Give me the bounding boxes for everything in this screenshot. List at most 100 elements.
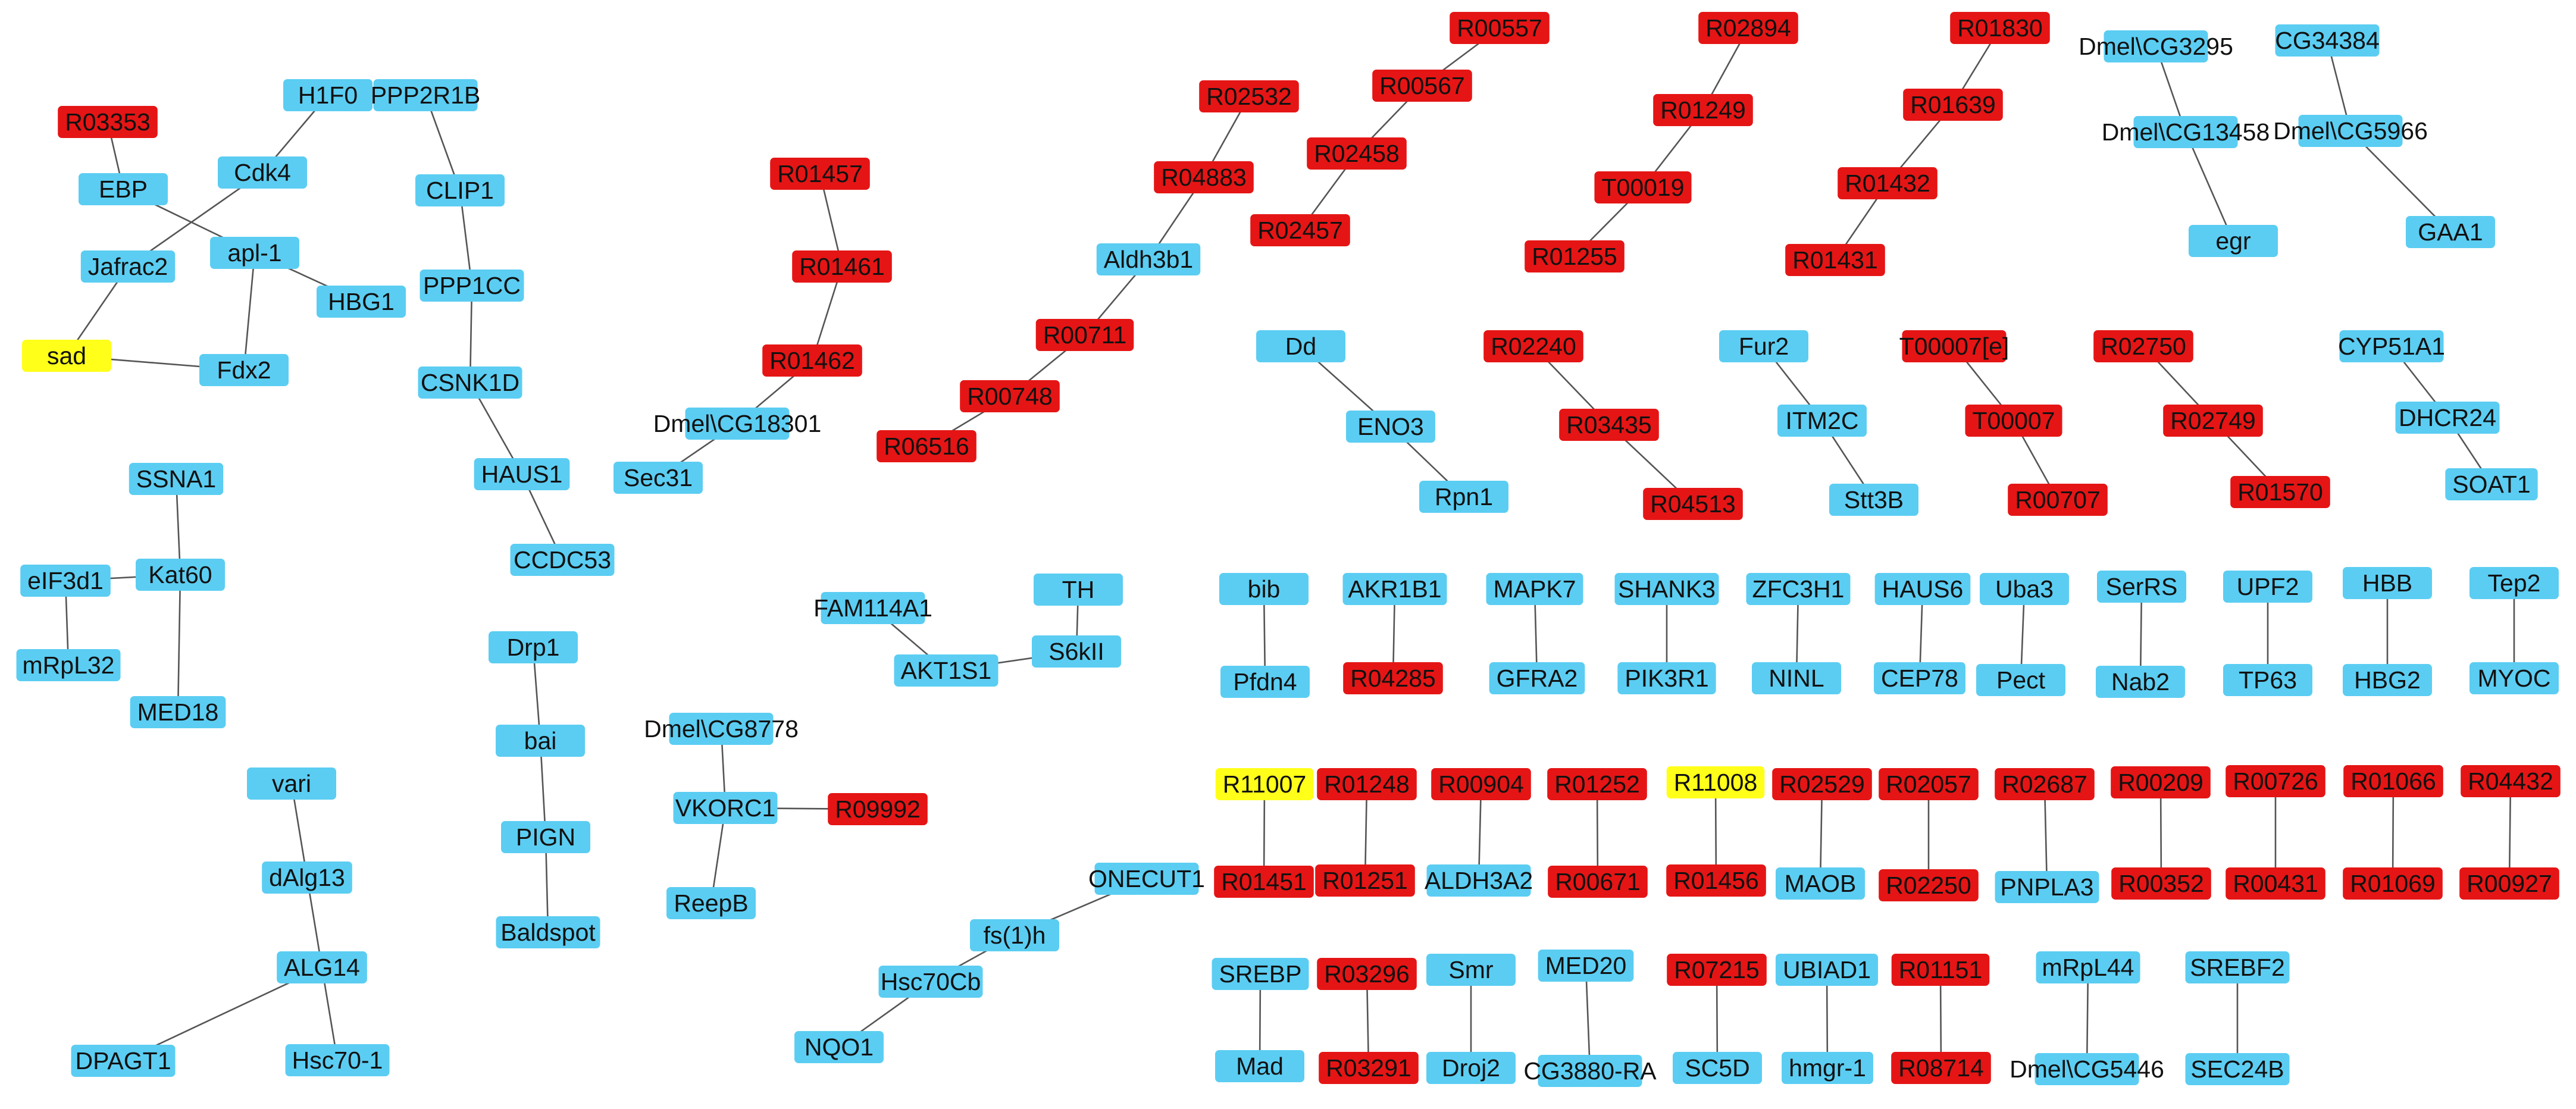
node-jafrac2[interactable]: Jafrac2 <box>80 250 176 283</box>
node-r02750[interactable]: R02750 <box>2093 330 2193 362</box>
node-r08714[interactable]: R08714 <box>1891 1052 1991 1084</box>
node-r00431[interactable]: R00431 <box>2226 867 2325 900</box>
node-dd[interactable]: Dd <box>1256 330 1345 362</box>
node-dmel-cg5966[interactable]: Dmel\CG5966 <box>2273 115 2428 147</box>
node-dmel-cg13458[interactable]: Dmel\CG13458 <box>2102 116 2270 148</box>
node-dmel-cg8778[interactable]: Dmel\CG8778 <box>644 713 799 745</box>
node-ninl[interactable]: NINL <box>1752 662 1841 694</box>
node-eno3[interactable]: ENO3 <box>1346 411 1435 443</box>
node-nqo1[interactable]: NQO1 <box>794 1031 884 1063</box>
node-r01461[interactable]: R01461 <box>792 250 892 283</box>
node-r02240[interactable]: R02240 <box>1483 330 1583 362</box>
node-hbg1[interactable]: HBG1 <box>317 286 406 318</box>
node-sc5d[interactable]: SC5D <box>1673 1052 1762 1084</box>
node-r00904[interactable]: R00904 <box>1431 768 1531 800</box>
node-r02749[interactable]: R02749 <box>2163 405 2263 437</box>
node-upf2[interactable]: UPF2 <box>2223 571 2312 603</box>
node-akt1s1[interactable]: AKT1S1 <box>894 654 999 687</box>
node-vari[interactable]: vari <box>247 767 336 800</box>
node-r03291[interactable]: R03291 <box>1319 1052 1419 1084</box>
node-t00019[interactable]: T00019 <box>1594 171 1692 203</box>
node-fur2[interactable]: Fur2 <box>1719 330 1808 362</box>
node-pfdn4[interactable]: Pfdn4 <box>1220 666 1310 698</box>
node-r11007[interactable]: R11007 <box>1215 768 1314 800</box>
node-r01248[interactable]: R01248 <box>1317 768 1417 800</box>
node-myoc[interactable]: MYOC <box>2469 662 2559 694</box>
node-r02250[interactable]: R02250 <box>1879 869 1979 901</box>
node-s6kii[interactable]: S6kII <box>1032 635 1121 668</box>
node-r02532[interactable]: R02532 <box>1199 80 1299 112</box>
node-ppp2r1b[interactable]: PPP2R1B <box>371 79 481 111</box>
node-ssna1[interactable]: SSNA1 <box>129 463 224 495</box>
node-r00557[interactable]: R00557 <box>1450 12 1550 44</box>
node-r01255[interactable]: R01255 <box>1525 240 1625 272</box>
node-srebf2[interactable]: SREBF2 <box>2185 951 2290 983</box>
node-r01066[interactable]: R01066 <box>2343 765 2443 797</box>
node-haus6[interactable]: HAUS6 <box>1874 573 1971 605</box>
node-r00352[interactable]: R00352 <box>2111 867 2211 900</box>
node-sec31[interactable]: Sec31 <box>614 462 703 494</box>
node-cg3880-ra[interactable]: CG3880-RA <box>1523 1055 1657 1087</box>
node-kat60[interactable]: Kat60 <box>136 559 225 591</box>
node-dmel-cg5446[interactable]: Dmel\CG5446 <box>2010 1053 2164 1085</box>
node-r00927[interactable]: R00927 <box>2459 867 2559 900</box>
node-r00726[interactable]: R00726 <box>2226 765 2325 797</box>
node-aldh3b1[interactable]: Aldh3b1 <box>1096 243 1201 275</box>
node-dhcr24[interactable]: DHCR24 <box>2395 402 2500 434</box>
node-r04883[interactable]: R04883 <box>1154 161 1254 193</box>
node-med18[interactable]: MED18 <box>130 696 226 728</box>
node-sec24b[interactable]: SEC24B <box>2185 1053 2290 1085</box>
node-dpagt1[interactable]: DPAGT1 <box>71 1045 176 1077</box>
node-r01151[interactable]: R01151 <box>1891 954 1990 986</box>
node-r02529[interactable]: R02529 <box>1772 768 1872 800</box>
node-gfra2[interactable]: GFRA2 <box>1489 662 1585 694</box>
node-cdk4[interactable]: Cdk4 <box>218 156 307 189</box>
node-med20[interactable]: MED20 <box>1538 950 1634 982</box>
node-maob[interactable]: MAOB <box>1776 867 1865 900</box>
node-stt3b[interactable]: Stt3B <box>1829 484 1918 516</box>
node-r00707[interactable]: R00707 <box>2008 484 2108 516</box>
node-akr1b1[interactable]: AKR1B1 <box>1342 573 1447 605</box>
node-uba3[interactable]: Uba3 <box>1980 573 2069 605</box>
node-hbg2[interactable]: HBG2 <box>2343 664 2432 696</box>
node-r01570[interactable]: R01570 <box>2230 476 2330 508</box>
node-srebp[interactable]: SREBP <box>1212 958 1309 990</box>
node-cg34384[interactable]: CG34384 <box>2275 24 2380 57</box>
node-apl-1[interactable]: apl-1 <box>210 237 299 269</box>
node-droj2[interactable]: Droj2 <box>1426 1052 1516 1084</box>
node-mapk7[interactable]: MAPK7 <box>1486 573 1583 605</box>
node-rpn1[interactable]: Rpn1 <box>1419 481 1508 513</box>
node-r06516[interactable]: R06516 <box>877 430 976 462</box>
node-t00007-e[interactable]: T00007[e] <box>1899 330 2010 362</box>
node-soat1[interactable]: SOAT1 <box>2445 468 2538 500</box>
node-r01069[interactable]: R01069 <box>2343 867 2443 900</box>
node-alg14[interactable]: ALG14 <box>277 951 367 983</box>
node-gaa1[interactable]: GAA1 <box>2406 216 2495 248</box>
node-r01456[interactable]: R01456 <box>1666 864 1766 897</box>
node-onecut1[interactable]: ONECUT1 <box>1088 863 1205 895</box>
node-r01462[interactable]: R01462 <box>762 344 862 377</box>
node-mad[interactable]: Mad <box>1215 1050 1304 1082</box>
node-mrpl44[interactable]: mRpL44 <box>2036 951 2140 983</box>
node-ppp1cc[interactable]: PPP1CC <box>420 270 524 302</box>
node-smr[interactable]: Smr <box>1426 954 1516 986</box>
node-r03435[interactable]: R03435 <box>1559 409 1659 441</box>
node-ebp[interactable]: EBP <box>79 173 168 205</box>
node-csnk1d[interactable]: CSNK1D <box>418 366 522 399</box>
node-r01252[interactable]: R01252 <box>1547 768 1647 800</box>
node-tep2[interactable]: Tep2 <box>2469 567 2559 599</box>
node-vkorc1[interactable]: VKORC1 <box>673 792 778 824</box>
node-r00567[interactable]: R00567 <box>1372 70 1472 102</box>
node-cyp51a1[interactable]: CYP51A1 <box>2338 330 2445 362</box>
node-r00671[interactable]: R00671 <box>1548 866 1648 898</box>
node-reepb[interactable]: ReepB <box>666 887 756 919</box>
node-r01432[interactable]: R01432 <box>1838 167 1938 199</box>
node-fam114a1[interactable]: FAM114A1 <box>813 592 932 624</box>
node-dalg13[interactable]: dAlg13 <box>262 861 352 894</box>
node-pik3r1[interactable]: PIK3R1 <box>1617 662 1716 694</box>
node-r03353[interactable]: R03353 <box>58 106 158 138</box>
node-hbb[interactable]: HBB <box>2343 567 2432 599</box>
node-hsc70cb[interactable]: Hsc70Cb <box>878 966 983 998</box>
node-drp1[interactable]: Drp1 <box>489 631 578 663</box>
node-bib[interactable]: bib <box>1219 573 1309 605</box>
